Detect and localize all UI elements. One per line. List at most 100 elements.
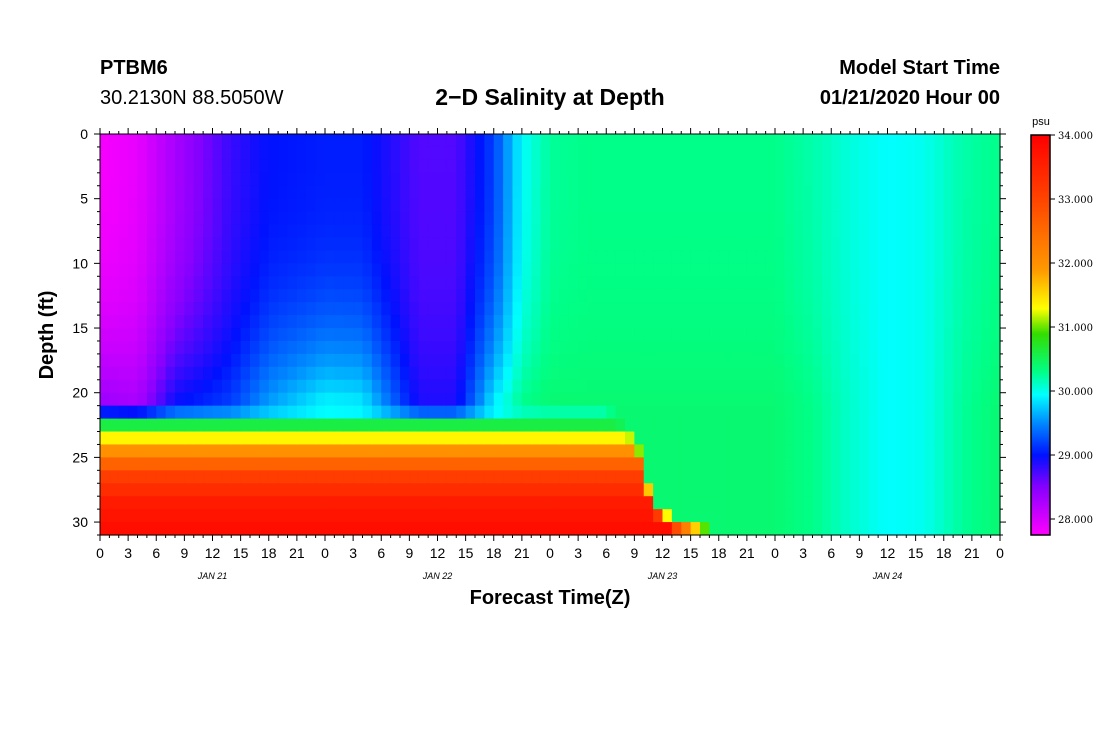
colorbar-tick-label: 28.000 xyxy=(1058,515,1093,526)
heatmap-cell xyxy=(175,379,185,394)
heatmap-cell xyxy=(859,392,870,407)
heatmap-cell xyxy=(596,185,607,200)
heatmap-cell xyxy=(353,431,364,446)
heatmap-cell xyxy=(325,431,335,446)
heatmap-cell xyxy=(653,224,664,239)
heatmap-cell xyxy=(268,263,279,277)
heatmap-cell xyxy=(250,379,260,394)
heatmap-cell xyxy=(718,353,729,368)
heatmap-cell xyxy=(578,457,589,471)
heatmap-cell xyxy=(540,522,551,536)
heatmap-cell xyxy=(512,250,523,264)
heatmap-cell xyxy=(615,198,626,213)
heatmap-cell xyxy=(484,470,495,484)
heatmap-cell xyxy=(306,405,317,420)
heatmap-cell xyxy=(296,496,307,510)
heatmap-cell xyxy=(596,302,607,316)
heatmap-cell xyxy=(831,483,842,497)
heatmap-cell xyxy=(784,340,795,355)
heatmap-cell xyxy=(746,470,757,484)
heatmap-cell xyxy=(634,340,645,355)
heatmap-cell xyxy=(784,431,795,446)
heatmap-cell xyxy=(681,418,692,433)
heatmap-cell xyxy=(559,340,570,355)
heatmap-cell xyxy=(381,237,392,252)
heatmap-cell xyxy=(550,289,560,303)
heatmap-cell xyxy=(775,134,785,148)
heatmap-cell xyxy=(756,185,767,200)
heatmap-cell xyxy=(156,263,167,277)
heatmap-cell xyxy=(550,444,560,458)
heatmap-cell xyxy=(962,366,973,381)
heatmap-cell xyxy=(971,328,982,342)
heatmap-cell xyxy=(231,483,242,497)
heatmap-cell xyxy=(671,237,682,252)
heatmap-cell xyxy=(756,340,767,355)
heatmap-cell xyxy=(446,418,457,433)
heatmap-cell xyxy=(784,509,795,523)
heatmap-cell xyxy=(240,418,251,433)
heatmap-cell xyxy=(878,172,889,187)
heatmap-cell xyxy=(878,457,889,471)
heatmap-cell xyxy=(990,340,1001,355)
heatmap-cell xyxy=(681,198,692,213)
colorbar-segment xyxy=(1031,457,1050,460)
heatmap-cell xyxy=(718,509,729,523)
heatmap-cell xyxy=(850,315,860,329)
heatmap-cell xyxy=(362,289,373,303)
heatmap-cell xyxy=(971,302,982,316)
heatmap-cell xyxy=(915,418,926,433)
heatmap-cell xyxy=(475,366,485,381)
heatmap-cell xyxy=(746,496,757,510)
heatmap-cell xyxy=(118,159,129,174)
heatmap-cell xyxy=(306,315,317,329)
heatmap-cell xyxy=(953,431,964,446)
heatmap-cell xyxy=(521,509,532,523)
heatmap-cell xyxy=(306,263,317,277)
heatmap-cell xyxy=(606,328,617,342)
heatmap-cell xyxy=(268,185,279,200)
heatmap-cell xyxy=(793,418,804,433)
heatmap-cell xyxy=(634,134,645,148)
heatmap-cell xyxy=(203,159,214,174)
heatmap-cell xyxy=(287,418,298,433)
heatmap-cell xyxy=(625,496,635,510)
colorbar-segment xyxy=(1031,175,1050,178)
heatmap-cell xyxy=(821,353,832,368)
heatmap-cell xyxy=(137,211,148,226)
heatmap-cell xyxy=(925,263,935,277)
heatmap-cell xyxy=(418,185,429,200)
heatmap-cell xyxy=(212,470,223,484)
heatmap-cell xyxy=(315,340,326,355)
heatmap-cell xyxy=(887,470,898,484)
heatmap-cell xyxy=(596,457,607,471)
heatmap-cell xyxy=(100,263,110,277)
colorbar-segment xyxy=(1031,263,1050,266)
heatmap-cell xyxy=(756,159,767,174)
heatmap-cell xyxy=(728,483,739,497)
heatmap-cell xyxy=(718,302,729,316)
heatmap-cell xyxy=(456,315,467,329)
heatmap-cell xyxy=(362,392,373,407)
heatmap-cell xyxy=(362,250,373,264)
heatmap-cell xyxy=(390,250,401,264)
heatmap-cell xyxy=(259,134,270,148)
heatmap-cell xyxy=(915,276,926,290)
heatmap-cell xyxy=(915,509,926,523)
heatmap-cell xyxy=(400,470,410,484)
heatmap-cell xyxy=(596,431,607,446)
heatmap-cell xyxy=(400,263,410,277)
heatmap-cell xyxy=(146,211,157,226)
heatmap-cell xyxy=(850,224,860,239)
heatmap-cell xyxy=(437,159,448,174)
heatmap-cell xyxy=(521,263,532,277)
heatmap-cell xyxy=(634,457,645,471)
heatmap-cell xyxy=(512,211,523,226)
heatmap-cell xyxy=(315,146,326,161)
heatmap-cell xyxy=(334,353,345,368)
heatmap-cell xyxy=(746,366,757,381)
heatmap-cell xyxy=(812,315,823,329)
heatmap-cell xyxy=(821,224,832,239)
heatmap-cell xyxy=(296,457,307,471)
heatmap-cell xyxy=(146,172,157,187)
